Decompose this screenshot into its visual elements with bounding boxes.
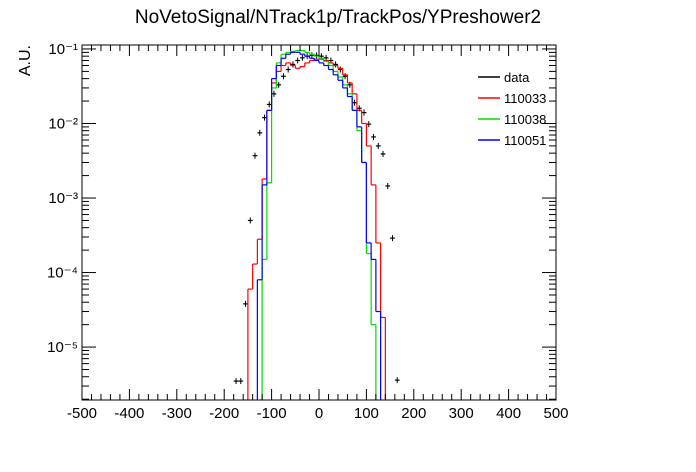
legend-label: data [504,70,530,85]
x-tick-label: 0 [315,405,323,422]
chart-title: NoVetoSignal/NTrack1p/TrackPos/YPreshowe… [135,7,541,28]
x-tick-label: 400 [496,405,521,422]
y-tick-label: 10⁻⁵ [47,339,78,356]
x-tick-label: 200 [401,405,426,422]
y-tick-label: 10⁻¹ [48,41,78,58]
x-tick-label: 100 [354,405,379,422]
x-tick-label: 300 [449,405,474,422]
y-tick-label: 10⁻⁴ [47,265,78,282]
legend-label: 110033 [504,91,546,106]
x-tick-label: -400 [114,405,144,422]
y-tick-label: 10⁻² [48,115,78,132]
legend-label: 110038 [504,112,546,127]
x-tick-label: -300 [162,405,192,422]
x-tick-label: -500 [67,405,97,422]
x-tick-label: -200 [209,405,239,422]
legend-label: 110051 [504,133,546,148]
x-tick-label: -100 [257,405,287,422]
histogram-riser [256,52,382,400]
y-tick-label: 10⁻³ [48,190,78,207]
x-tick-label: 500 [543,405,568,422]
plot-area [233,50,400,400]
y-axis-label: A.U. [17,45,34,76]
histogram-riser [247,59,386,400]
